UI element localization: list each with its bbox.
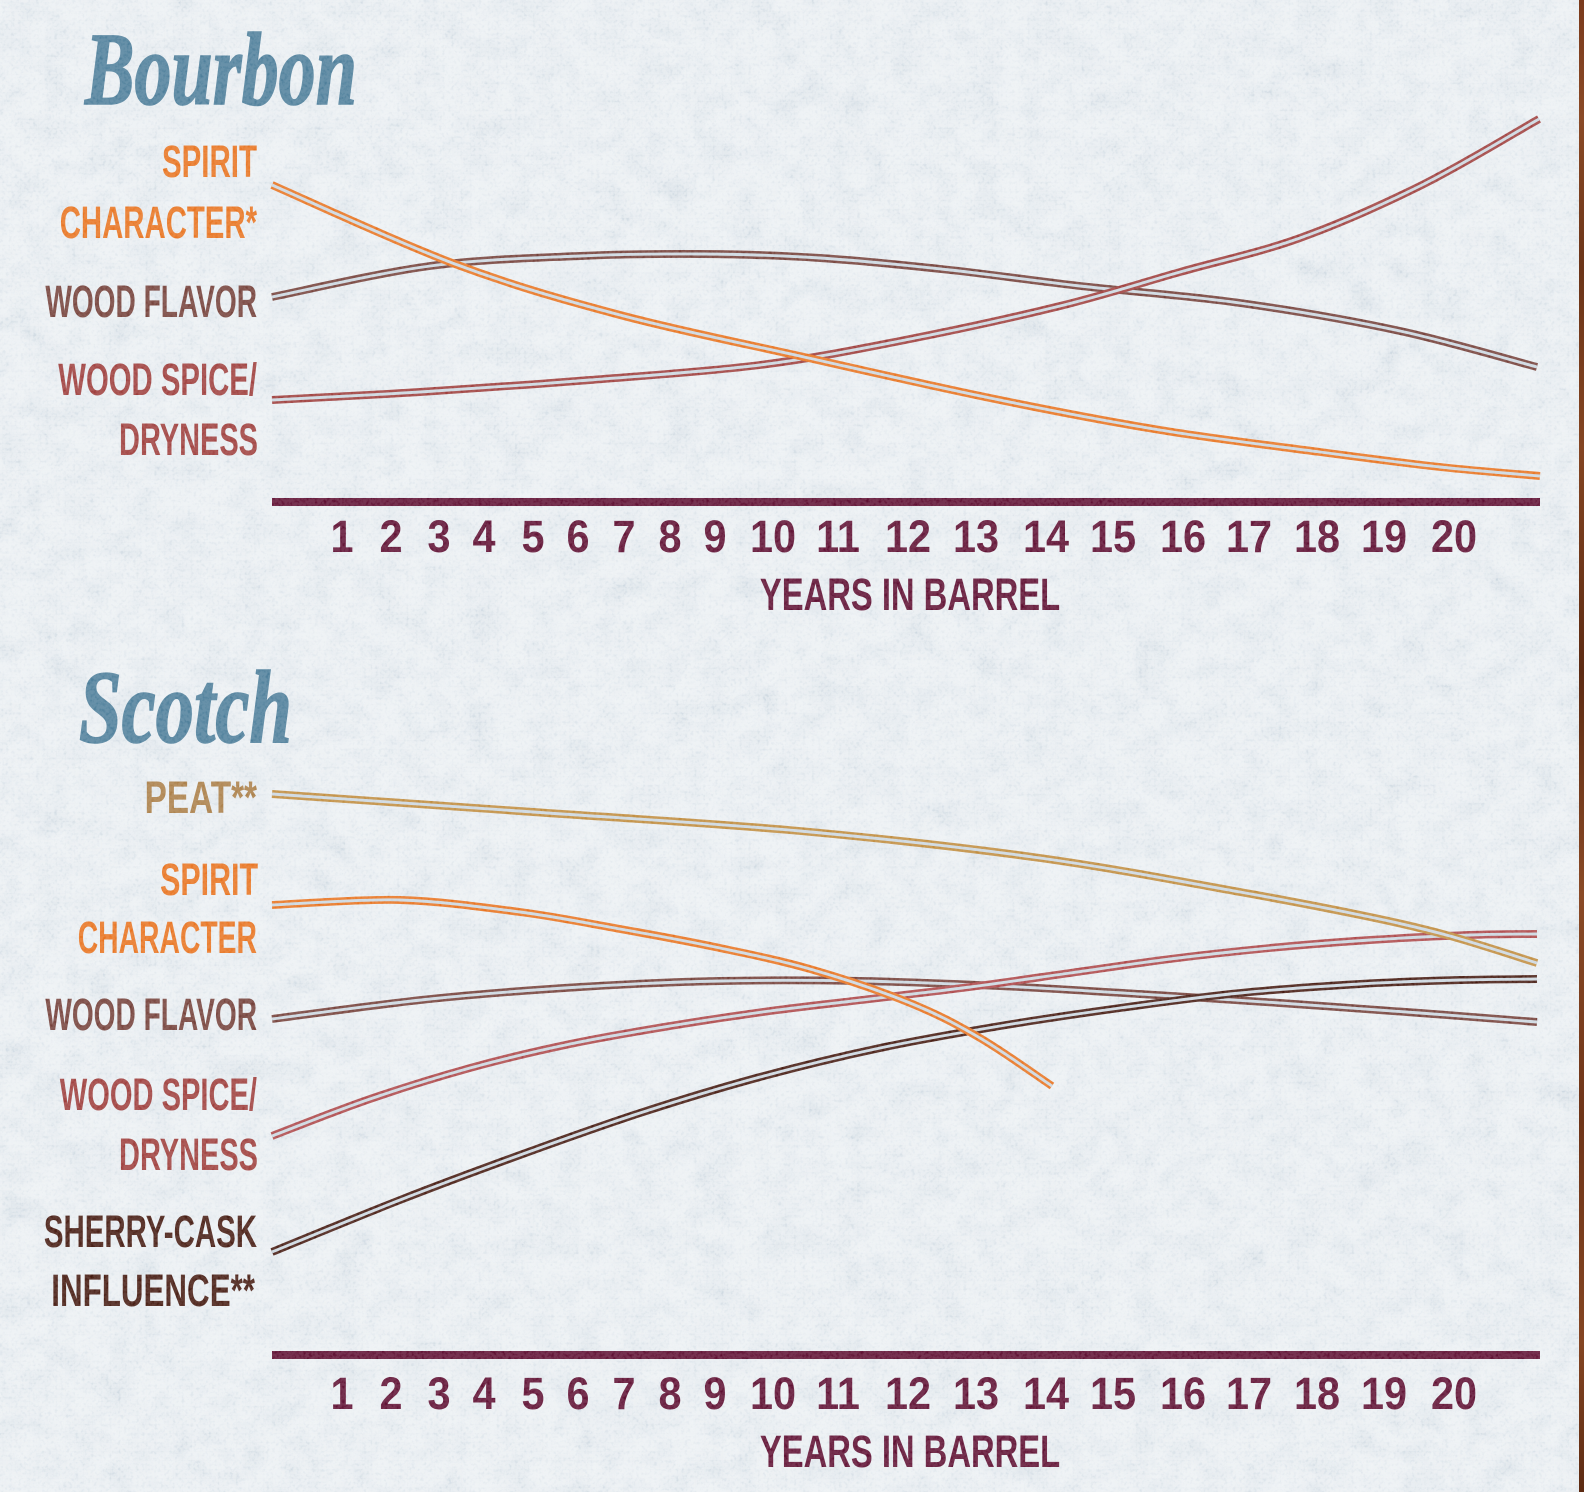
svg-text:11: 11 <box>816 1369 860 1419</box>
svg-text:SHERRY-CASK: SHERRY-CASK <box>44 1208 257 1257</box>
svg-text:17: 17 <box>1226 1369 1272 1419</box>
svg-text:8: 8 <box>658 512 681 562</box>
svg-text:13: 13 <box>953 512 999 562</box>
svg-text:9: 9 <box>703 1369 726 1419</box>
svg-text:6: 6 <box>566 512 589 562</box>
svg-text:18: 18 <box>1294 512 1340 562</box>
svg-text:PEAT**: PEAT** <box>145 774 258 823</box>
svg-text:YEARS IN BARREL: YEARS IN BARREL <box>760 571 1060 620</box>
svg-text:1: 1 <box>330 1369 353 1419</box>
svg-text:11: 11 <box>816 512 860 562</box>
svg-text:SPIRIT: SPIRIT <box>162 138 257 187</box>
svg-text:5: 5 <box>521 1369 544 1419</box>
svg-text:7: 7 <box>612 512 635 562</box>
svg-text:WOOD SPICE/: WOOD SPICE/ <box>60 1071 257 1120</box>
svg-text:INFLUENCE**: INFLUENCE** <box>51 1267 255 1316</box>
svg-text:2: 2 <box>379 1369 402 1419</box>
svg-text:7: 7 <box>612 1369 635 1419</box>
svg-text:SPIRIT: SPIRIT <box>160 856 258 905</box>
svg-text:DRYNESS: DRYNESS <box>119 416 258 465</box>
svg-text:15: 15 <box>1090 512 1136 562</box>
svg-text:12: 12 <box>885 1369 931 1419</box>
svg-text:1: 1 <box>330 512 353 562</box>
svg-text:WOOD SPICE/: WOOD SPICE/ <box>58 356 257 405</box>
svg-text:4: 4 <box>472 1369 495 1419</box>
svg-text:14: 14 <box>1023 1369 1069 1419</box>
svg-text:16: 16 <box>1160 1369 1206 1419</box>
svg-text:WOOD FLAVOR: WOOD FLAVOR <box>45 991 257 1040</box>
svg-text:16: 16 <box>1160 512 1206 562</box>
svg-text:15: 15 <box>1090 1369 1136 1419</box>
svg-text:CHARACTER: CHARACTER <box>78 914 257 963</box>
svg-text:WOOD FLAVOR: WOOD FLAVOR <box>45 278 257 327</box>
svg-text:5: 5 <box>521 512 544 562</box>
svg-text:13: 13 <box>953 1369 999 1419</box>
svg-text:9: 9 <box>703 512 726 562</box>
svg-text:4: 4 <box>472 512 495 562</box>
svg-text:6: 6 <box>566 1369 589 1419</box>
svg-text:CHARACTER*: CHARACTER* <box>60 199 258 248</box>
svg-text:19: 19 <box>1361 512 1407 562</box>
svg-text:10: 10 <box>750 1369 796 1419</box>
svg-text:Bourbon: Bourbon <box>84 12 357 127</box>
svg-text:3: 3 <box>427 1369 450 1419</box>
svg-text:18: 18 <box>1294 1369 1340 1419</box>
svg-text:17: 17 <box>1226 512 1272 562</box>
svg-text:12: 12 <box>885 512 931 562</box>
svg-text:20: 20 <box>1431 512 1477 562</box>
svg-text:19: 19 <box>1361 1369 1407 1419</box>
svg-text:3: 3 <box>427 512 450 562</box>
svg-text:10: 10 <box>750 512 796 562</box>
svg-text:8: 8 <box>658 1369 681 1419</box>
svg-text:14: 14 <box>1023 512 1069 562</box>
svg-text:2: 2 <box>379 512 402 562</box>
svg-text:Scotch: Scotch <box>79 650 292 765</box>
svg-text:20: 20 <box>1431 1369 1477 1419</box>
svg-text:DRYNESS: DRYNESS <box>119 1131 258 1180</box>
svg-text:YEARS IN BARREL: YEARS IN BARREL <box>760 1428 1060 1477</box>
